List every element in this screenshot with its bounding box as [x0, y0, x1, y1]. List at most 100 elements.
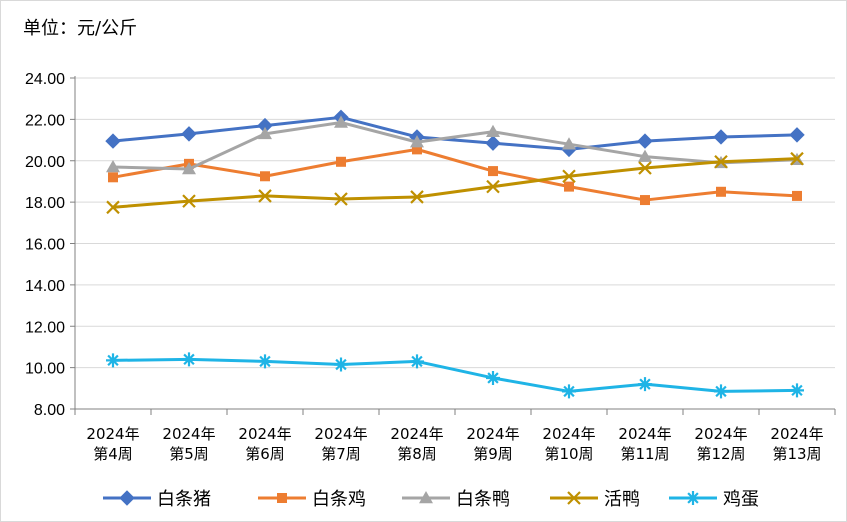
legend: 白条猪 白条鸡 白条鸭 活鸭 鸡蛋	[103, 489, 759, 510]
legend-label: 白条鸡	[312, 489, 366, 510]
data-point	[258, 126, 272, 140]
x-tick-label-line: 第9周	[473, 445, 513, 463]
x-tick-label-line: 2024年	[238, 425, 291, 443]
data-point	[638, 161, 652, 175]
x-tick-label-line: 第4周	[93, 445, 133, 463]
x-tick-label: 2024年第10周	[542, 425, 595, 463]
data-point	[108, 172, 118, 183]
series-白条猪	[105, 109, 805, 158]
data-point	[486, 179, 500, 194]
x-tick-label: 2024年第6周	[238, 425, 291, 463]
x-tick-label-line: 2024年	[314, 425, 367, 443]
data-point	[182, 194, 196, 208]
data-point	[564, 181, 574, 192]
x-tick-label-line: 2024年	[162, 425, 215, 443]
x-tick-label-line: 2024年	[390, 425, 443, 443]
series-白条鸭	[106, 115, 804, 175]
data-point	[638, 149, 652, 162]
data-point	[713, 129, 729, 145]
y-tick-label: 22.00	[25, 112, 65, 129]
data-point	[106, 159, 120, 173]
data-point	[105, 133, 121, 149]
series-line	[112, 115, 798, 151]
data-point	[181, 126, 197, 142]
data-point	[790, 151, 804, 166]
x-tick-label-line: 2024年	[86, 425, 139, 443]
legend-label: 白条鸭	[456, 489, 510, 510]
legend-label: 白条猪	[157, 489, 211, 510]
data-point	[789, 127, 805, 143]
x-tick-label-line: 第8周	[397, 445, 437, 463]
data-point	[106, 353, 120, 368]
x-tick-label-line: 2024年	[770, 425, 823, 443]
data-point	[410, 190, 424, 204]
data-point	[260, 171, 270, 182]
data-point	[562, 137, 576, 150]
axes	[70, 76, 836, 415]
data-point	[714, 384, 728, 399]
y-axis-ticks: 8.00 10.00 12.00 14.00 16.00 18.00 20.00 22.00 2…	[25, 71, 65, 419]
series-鸡蛋	[106, 352, 804, 399]
y-tick-label: 20.00	[25, 154, 65, 171]
data-point	[562, 169, 576, 184]
legend-label: 鸡蛋	[723, 489, 759, 510]
data-point	[486, 124, 500, 138]
x-tick-label-line: 第5周	[169, 445, 209, 463]
data-point	[686, 491, 700, 505]
data-point	[119, 490, 135, 506]
x-tick-label-line: 第13周	[772, 445, 821, 463]
data-point	[792, 190, 802, 201]
data-point	[334, 192, 348, 206]
x-tick-label-line: 2024年	[618, 425, 671, 443]
x-axis-ticks: 2024年第4周2024年第5周2024年第6周2024年第7周2024年第8周…	[86, 425, 823, 463]
x-tick-label-line: 2024年	[694, 425, 747, 443]
grid-lines	[75, 77, 835, 369]
data-point	[334, 357, 348, 372]
data-point	[714, 155, 728, 169]
data-point	[182, 162, 196, 175]
x-tick-label: 2024年第13周	[770, 425, 823, 463]
data-point	[410, 354, 424, 369]
data-point	[410, 135, 424, 148]
data-point	[716, 186, 726, 197]
data-point	[106, 200, 120, 215]
data-point	[336, 156, 346, 167]
data-point	[486, 370, 500, 385]
data-point	[485, 135, 501, 151]
data-point	[258, 354, 272, 369]
x-tick-label-line: 第6周	[245, 445, 285, 463]
data-point	[488, 166, 498, 177]
x-tick-label-line: 第10周	[544, 445, 593, 463]
series-line	[112, 357, 798, 393]
series-白条鸡	[108, 144, 802, 206]
data-point	[419, 491, 433, 504]
x-tick-label: 2024年第8周	[390, 425, 443, 463]
x-tick-label: 2024年第4周	[86, 425, 139, 463]
y-tick-label: 12.00	[25, 319, 65, 336]
x-tick-label: 2024年第5周	[162, 425, 215, 463]
unit-label: 单位：元/公斤	[23, 18, 137, 39]
data-point	[638, 377, 652, 392]
x-tick-label-line: 2024年	[542, 425, 595, 443]
y-tick-label: 16.00	[25, 237, 65, 254]
x-tick-label: 2024年第7周	[314, 425, 367, 463]
series-活鸭	[106, 151, 804, 215]
legend-item: 白条猪	[103, 489, 211, 510]
x-tick-label-line: 第11周	[620, 445, 669, 463]
x-tick-label: 2024年第12周	[694, 425, 747, 463]
y-tick-label: 8.00	[34, 402, 65, 419]
y-tick-label: 10.00	[25, 361, 65, 378]
data-point	[334, 115, 348, 128]
series-line	[112, 147, 798, 202]
x-tick-label-line: 第12周	[696, 445, 745, 463]
legend-label: 活鸭	[604, 489, 640, 510]
y-tick-label: 24.00	[25, 71, 65, 88]
data-point	[258, 189, 272, 203]
x-tick-label: 2024年第9周	[466, 425, 519, 463]
data-point	[567, 491, 581, 505]
legend-item: 鸡蛋	[669, 489, 759, 510]
x-tick-label: 2024年第11周	[618, 425, 671, 463]
data-point	[640, 195, 650, 206]
